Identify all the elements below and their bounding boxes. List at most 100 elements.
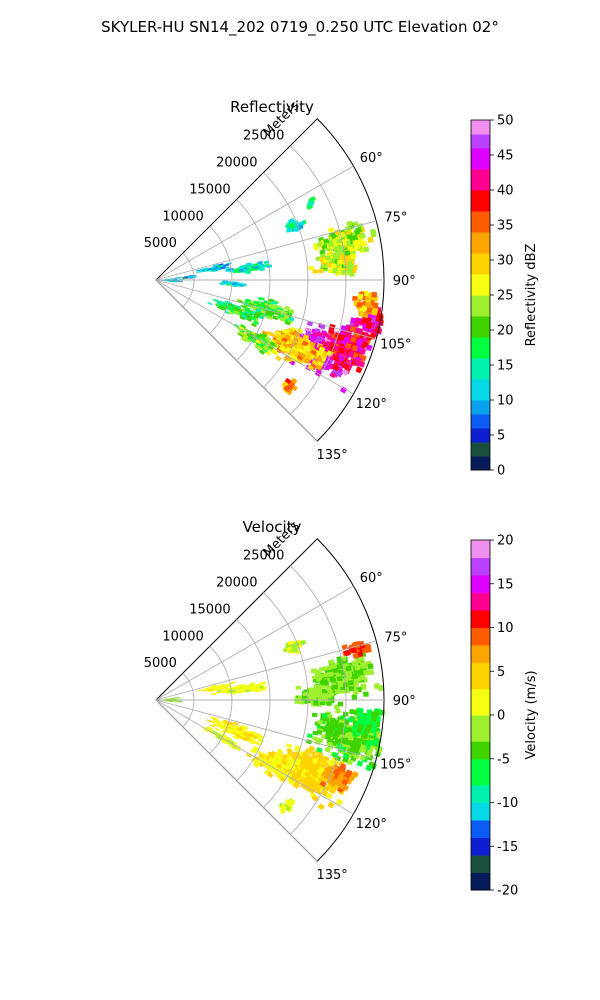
colorbar-tick-label: -10 — [497, 796, 518, 811]
reflectivity-colorbar: 0 5 10 15 20 25 30 35 40 45 50 — [470, 114, 514, 479]
colorbar-segment — [471, 592, 490, 611]
colorbar-segment — [471, 575, 490, 593]
colorbar-segment — [471, 190, 490, 212]
colorbar-tick-label: 40 — [497, 184, 514, 199]
colorbar-tick-label: 50 — [497, 114, 514, 129]
colorbar-tick-label: 5 — [497, 665, 505, 680]
colorbar-tick-label: 0 — [497, 709, 505, 724]
range-tick-label: 25000 — [243, 549, 284, 564]
colorbar-segment — [471, 253, 490, 275]
range-tick-label: 25000 — [243, 129, 284, 144]
azimuth-tick-label: 90° — [393, 274, 416, 289]
colorbar-segment — [471, 337, 490, 359]
colorbar-segment — [471, 148, 490, 170]
colorbar-segment — [471, 540, 490, 558]
colorbar-segment — [471, 662, 490, 690]
colorbar-segment — [471, 358, 490, 380]
azimuth-spoke — [155, 165, 354, 281]
colorbar-segment — [471, 414, 490, 429]
azimuth-tick-label: 60° — [360, 151, 383, 166]
reflectivity-panel: Reflectivity 5000 10000 15000 20000 25000 60… — [144, 98, 539, 479]
colorbar-tick-label: 0 — [497, 464, 505, 479]
colorbar-tick-label: 10 — [497, 394, 514, 409]
colorbar-segment — [471, 758, 490, 786]
velocity-echoes — [158, 639, 385, 815]
colorbar-segment — [471, 379, 490, 401]
azimuth-spoke — [155, 220, 377, 281]
reflectivity-echoes — [158, 195, 384, 396]
colorbar-segment — [471, 442, 490, 457]
reflectivity-range-ticks: 5000 10000 15000 20000 25000 — [144, 129, 285, 251]
colorbar-tick-label: 20 — [497, 534, 514, 549]
colorbar-segment — [471, 211, 490, 233]
azimuth-tick-label: 120° — [356, 817, 387, 832]
azimuth-tick-label: 60° — [360, 571, 383, 586]
colorbar-segment — [471, 785, 490, 803]
colorbar-segment — [471, 610, 490, 628]
colorbar-segment — [471, 295, 490, 317]
colorbar-segment — [471, 120, 490, 135]
range-tick-label: 10000 — [162, 209, 203, 224]
velocity-grid — [155, 538, 385, 862]
range-tick-label: 15000 — [189, 182, 230, 197]
azimuth-tick-label: 75° — [384, 630, 407, 645]
velocity-colorbar: -20 -15 -10 -5 0 5 10 15 20 — [470, 534, 518, 899]
colorbar-segment — [471, 627, 490, 646]
colorbar-tick-label: -5 — [497, 752, 510, 767]
azimuth-tick-label: 75° — [384, 210, 407, 225]
azimuth-tick-label: 105° — [380, 758, 411, 773]
colorbar-segment — [471, 456, 490, 471]
azimuth-spoke — [155, 585, 354, 701]
range-tick-label: 10000 — [162, 629, 203, 644]
colorbar-tick-label: 25 — [497, 289, 514, 304]
colorbar-segment — [471, 232, 490, 254]
colorbar-tick-label: 45 — [497, 149, 514, 164]
colorbar-tick-label: 15 — [497, 577, 514, 592]
colorbar-segment — [471, 428, 490, 443]
azimuth-spoke — [155, 699, 377, 760]
azimuth-tick-label: 135° — [316, 868, 347, 883]
colorbar-segment — [471, 134, 490, 149]
reflectivity-grid — [155, 118, 385, 442]
velocity-range-ticks: 5000 10000 15000 20000 25000 — [144, 549, 285, 671]
velocity-azimuth-ticks: 60° 75° 90° 105° 120° 135° — [316, 571, 415, 883]
colorbar-tick-label: 15 — [497, 359, 514, 374]
colorbar-segment — [471, 400, 490, 415]
azimuth-spoke — [155, 699, 318, 862]
colorbar-segment — [471, 741, 490, 760]
colorbar-tick-label: 35 — [497, 219, 514, 234]
colorbar-tick-label: 20 — [497, 324, 514, 339]
velocity-panel: Velocity 5000 10000 15000 20000 25000 60° 75°… — [144, 518, 539, 899]
colorbar-segment — [471, 820, 490, 838]
azimuth-tick-label: 90° — [393, 694, 416, 709]
velocity-colorbar-label: Velocity (m/s) — [524, 670, 539, 759]
colorbar-tick-label: 5 — [497, 429, 505, 444]
colorbar-segment — [471, 688, 490, 716]
colorbar-segment — [471, 855, 490, 873]
range-tick-label: 20000 — [216, 576, 257, 591]
colorbar-segment — [471, 645, 490, 663]
azimuth-tick-label: 120° — [356, 397, 387, 412]
colorbar-tick-label: -15 — [497, 840, 518, 855]
azimuth-spoke — [155, 640, 377, 701]
reflectivity-azimuth-ticks: 60° 75° 90° 105° 120° 135° — [316, 151, 415, 463]
azimuth-spoke — [155, 279, 377, 340]
colorbar-tick-label: 10 — [497, 621, 514, 636]
azimuth-spoke — [155, 699, 354, 815]
colorbar-segment — [471, 169, 490, 191]
colorbar-tick-label: 30 — [497, 254, 514, 269]
colorbar-segment — [471, 715, 490, 742]
azimuth-tick-label: 135° — [316, 448, 347, 463]
colorbar-segment — [471, 274, 490, 296]
azimuth-spoke — [155, 279, 354, 395]
velocity-title: Velocity — [243, 518, 302, 536]
colorbar-segment — [471, 802, 490, 821]
range-tick-label: 20000 — [216, 156, 257, 171]
figure-title: SKYLER-HU SN14_202 0719_0.250 UTC Elevat… — [101, 18, 499, 37]
range-tick-label: 5000 — [144, 236, 177, 251]
colorbar-tick-label: -20 — [497, 884, 518, 899]
range-tick-label: 5000 — [144, 656, 177, 671]
colorbar-segment — [471, 316, 490, 338]
colorbar-segment — [471, 837, 490, 856]
azimuth-tick-label: 105° — [380, 338, 411, 353]
